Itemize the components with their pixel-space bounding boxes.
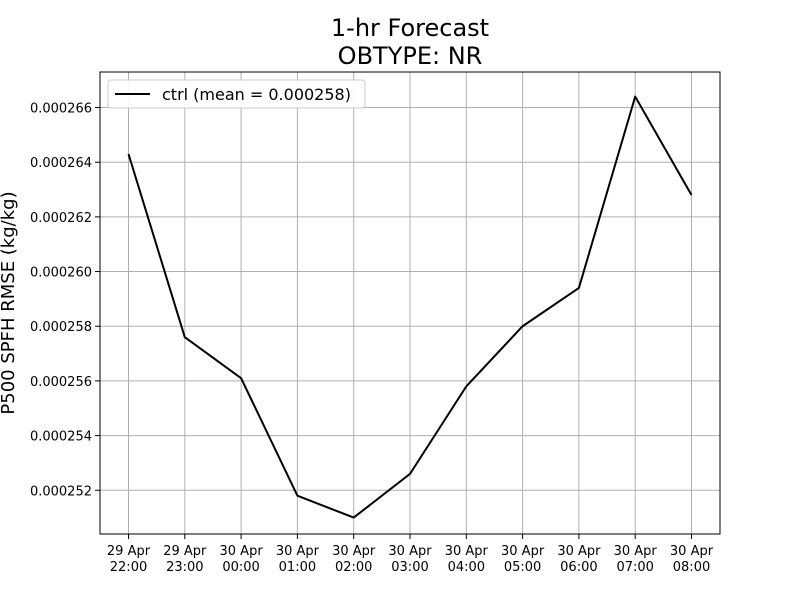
x-tick-label: 30 Apr 02:00 xyxy=(332,544,376,575)
x-tick-label: 30 Apr 00:00 xyxy=(220,544,264,575)
y-axis-label: P500 SPFH RMSE (kg/kg) xyxy=(0,191,19,414)
legend-box xyxy=(107,79,366,109)
y-tick-label: 0.000256 xyxy=(30,375,92,390)
x-tick-label: 30 Apr 03:00 xyxy=(388,544,432,575)
y-tick-label: 0.000252 xyxy=(30,484,92,499)
x-tick-label: 30 Apr 01:00 xyxy=(276,544,320,575)
legend-label: ctrl (mean = 0.000258) xyxy=(162,85,351,104)
x-tick-label: 30 Apr 04:00 xyxy=(445,544,489,575)
y-tick-label: 0.000264 xyxy=(30,156,92,171)
legend: ctrl (mean = 0.000258) xyxy=(107,79,366,109)
y-tick-label: 0.000254 xyxy=(30,430,92,445)
chart-title: 1-hr Forecast xyxy=(331,14,489,42)
x-tick-label: 30 Apr 05:00 xyxy=(501,544,545,575)
x-tick-label: 30 Apr 08:00 xyxy=(670,544,714,575)
x-tick-label: 29 Apr 22:00 xyxy=(107,544,151,575)
ticks-layer: 29 Apr 22:00 29 Apr 23:00 30 Apr 00:00 30 Apr 0… xyxy=(30,102,714,575)
x-tick-label: 29 Apr 23:00 xyxy=(163,544,207,575)
grid-lines xyxy=(100,72,720,534)
y-tick-label: 0.000258 xyxy=(30,320,92,335)
x-tick-label: 30 Apr 06:00 xyxy=(557,544,601,575)
y-tick-label: 0.000262 xyxy=(30,211,92,226)
y-tick-label: 0.000260 xyxy=(30,266,92,281)
y-tick-label: 0.000266 xyxy=(30,102,92,117)
x-tick-label: 30 Apr 07:00 xyxy=(614,544,658,575)
series-layer xyxy=(127,95,693,519)
chart-subtitle: OBTYPE: NR xyxy=(338,42,483,70)
